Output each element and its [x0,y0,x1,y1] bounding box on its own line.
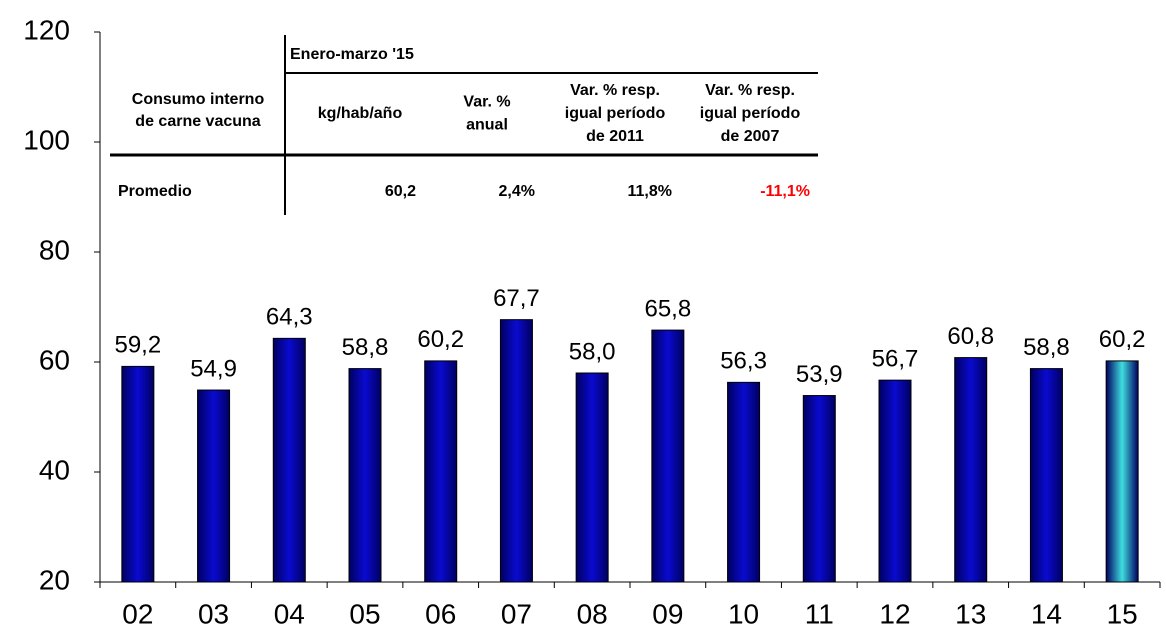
table-group-header: Enero-marzo '15 [290,46,414,63]
x-tick-label: 07 [501,598,532,629]
y-tick-label: 40 [39,454,70,485]
table-row-header: de carne vacuna [135,113,261,130]
table-column-header: de 2007 [721,128,780,145]
table-row-header: Consumo interno [132,91,265,108]
x-tick-label: 08 [577,598,608,629]
bar [424,360,458,583]
table-column-header: igual período [565,105,666,122]
table-cell: 2,4% [499,183,535,200]
y-tick-label: 80 [39,234,70,265]
table-column-header: igual período [700,105,801,122]
data-label: 58,8 [342,334,389,361]
x-tick-label: 04 [274,598,305,629]
data-label: 56,7 [872,345,919,372]
bar [121,365,155,583]
bar [1029,368,1063,583]
x-tick-label: 05 [349,598,380,629]
data-label: 58,0 [569,338,616,365]
table-column-header: Var. % resp. [705,82,795,99]
y-tick-label: 60 [39,344,70,375]
data-label: 58,8 [1023,334,1070,361]
table-column-header: de 2011 [586,128,644,145]
data-label: 65,8 [644,295,691,322]
bar [954,357,988,583]
table-cell: 11,8% [628,183,672,200]
y-tick-label: 100 [23,124,70,155]
x-tick-label: 15 [1107,598,1138,629]
data-label: 53,9 [796,361,843,388]
x-tick-label: 12 [879,598,910,629]
data-label: 64,3 [266,304,313,331]
data-label: 60,8 [947,323,994,350]
bar [651,329,685,583]
y-tick-label: 20 [39,564,70,595]
data-label: 60,2 [417,326,464,353]
table-cell: 60,2 [385,183,416,200]
bar [802,395,836,583]
table-column-header: kg/hab/año [318,105,403,122]
data-label: 54,9 [190,355,237,382]
table-column-header: Var. % resp. [570,82,660,99]
x-tick-label: 13 [955,598,986,629]
x-tick-label: 06 [425,598,456,629]
table-column-header: anual [466,117,508,134]
table-column-header: Var. % [463,94,510,111]
bar [499,319,533,583]
bar [1105,360,1139,583]
bar [575,372,609,583]
bar [727,381,761,583]
table-row-label: Promedio [118,183,192,200]
x-tick-label: 10 [728,598,759,629]
data-label: 59,2 [114,332,161,359]
bar [272,337,306,583]
x-tick-label: 09 [652,598,683,629]
table-cell: -11,1% [760,183,810,200]
x-tick-label: 11 [805,598,834,629]
bar [878,379,912,583]
bar [197,389,231,583]
data-label: 60,2 [1099,326,1146,353]
x-tick-label: 14 [1031,598,1062,629]
bar [348,368,382,583]
x-tick-label: 03 [198,598,229,629]
y-tick-label: 120 [23,14,70,45]
data-label: 56,3 [720,348,767,375]
x-tick-label: 02 [122,598,153,629]
data-label: 67,7 [493,285,540,312]
